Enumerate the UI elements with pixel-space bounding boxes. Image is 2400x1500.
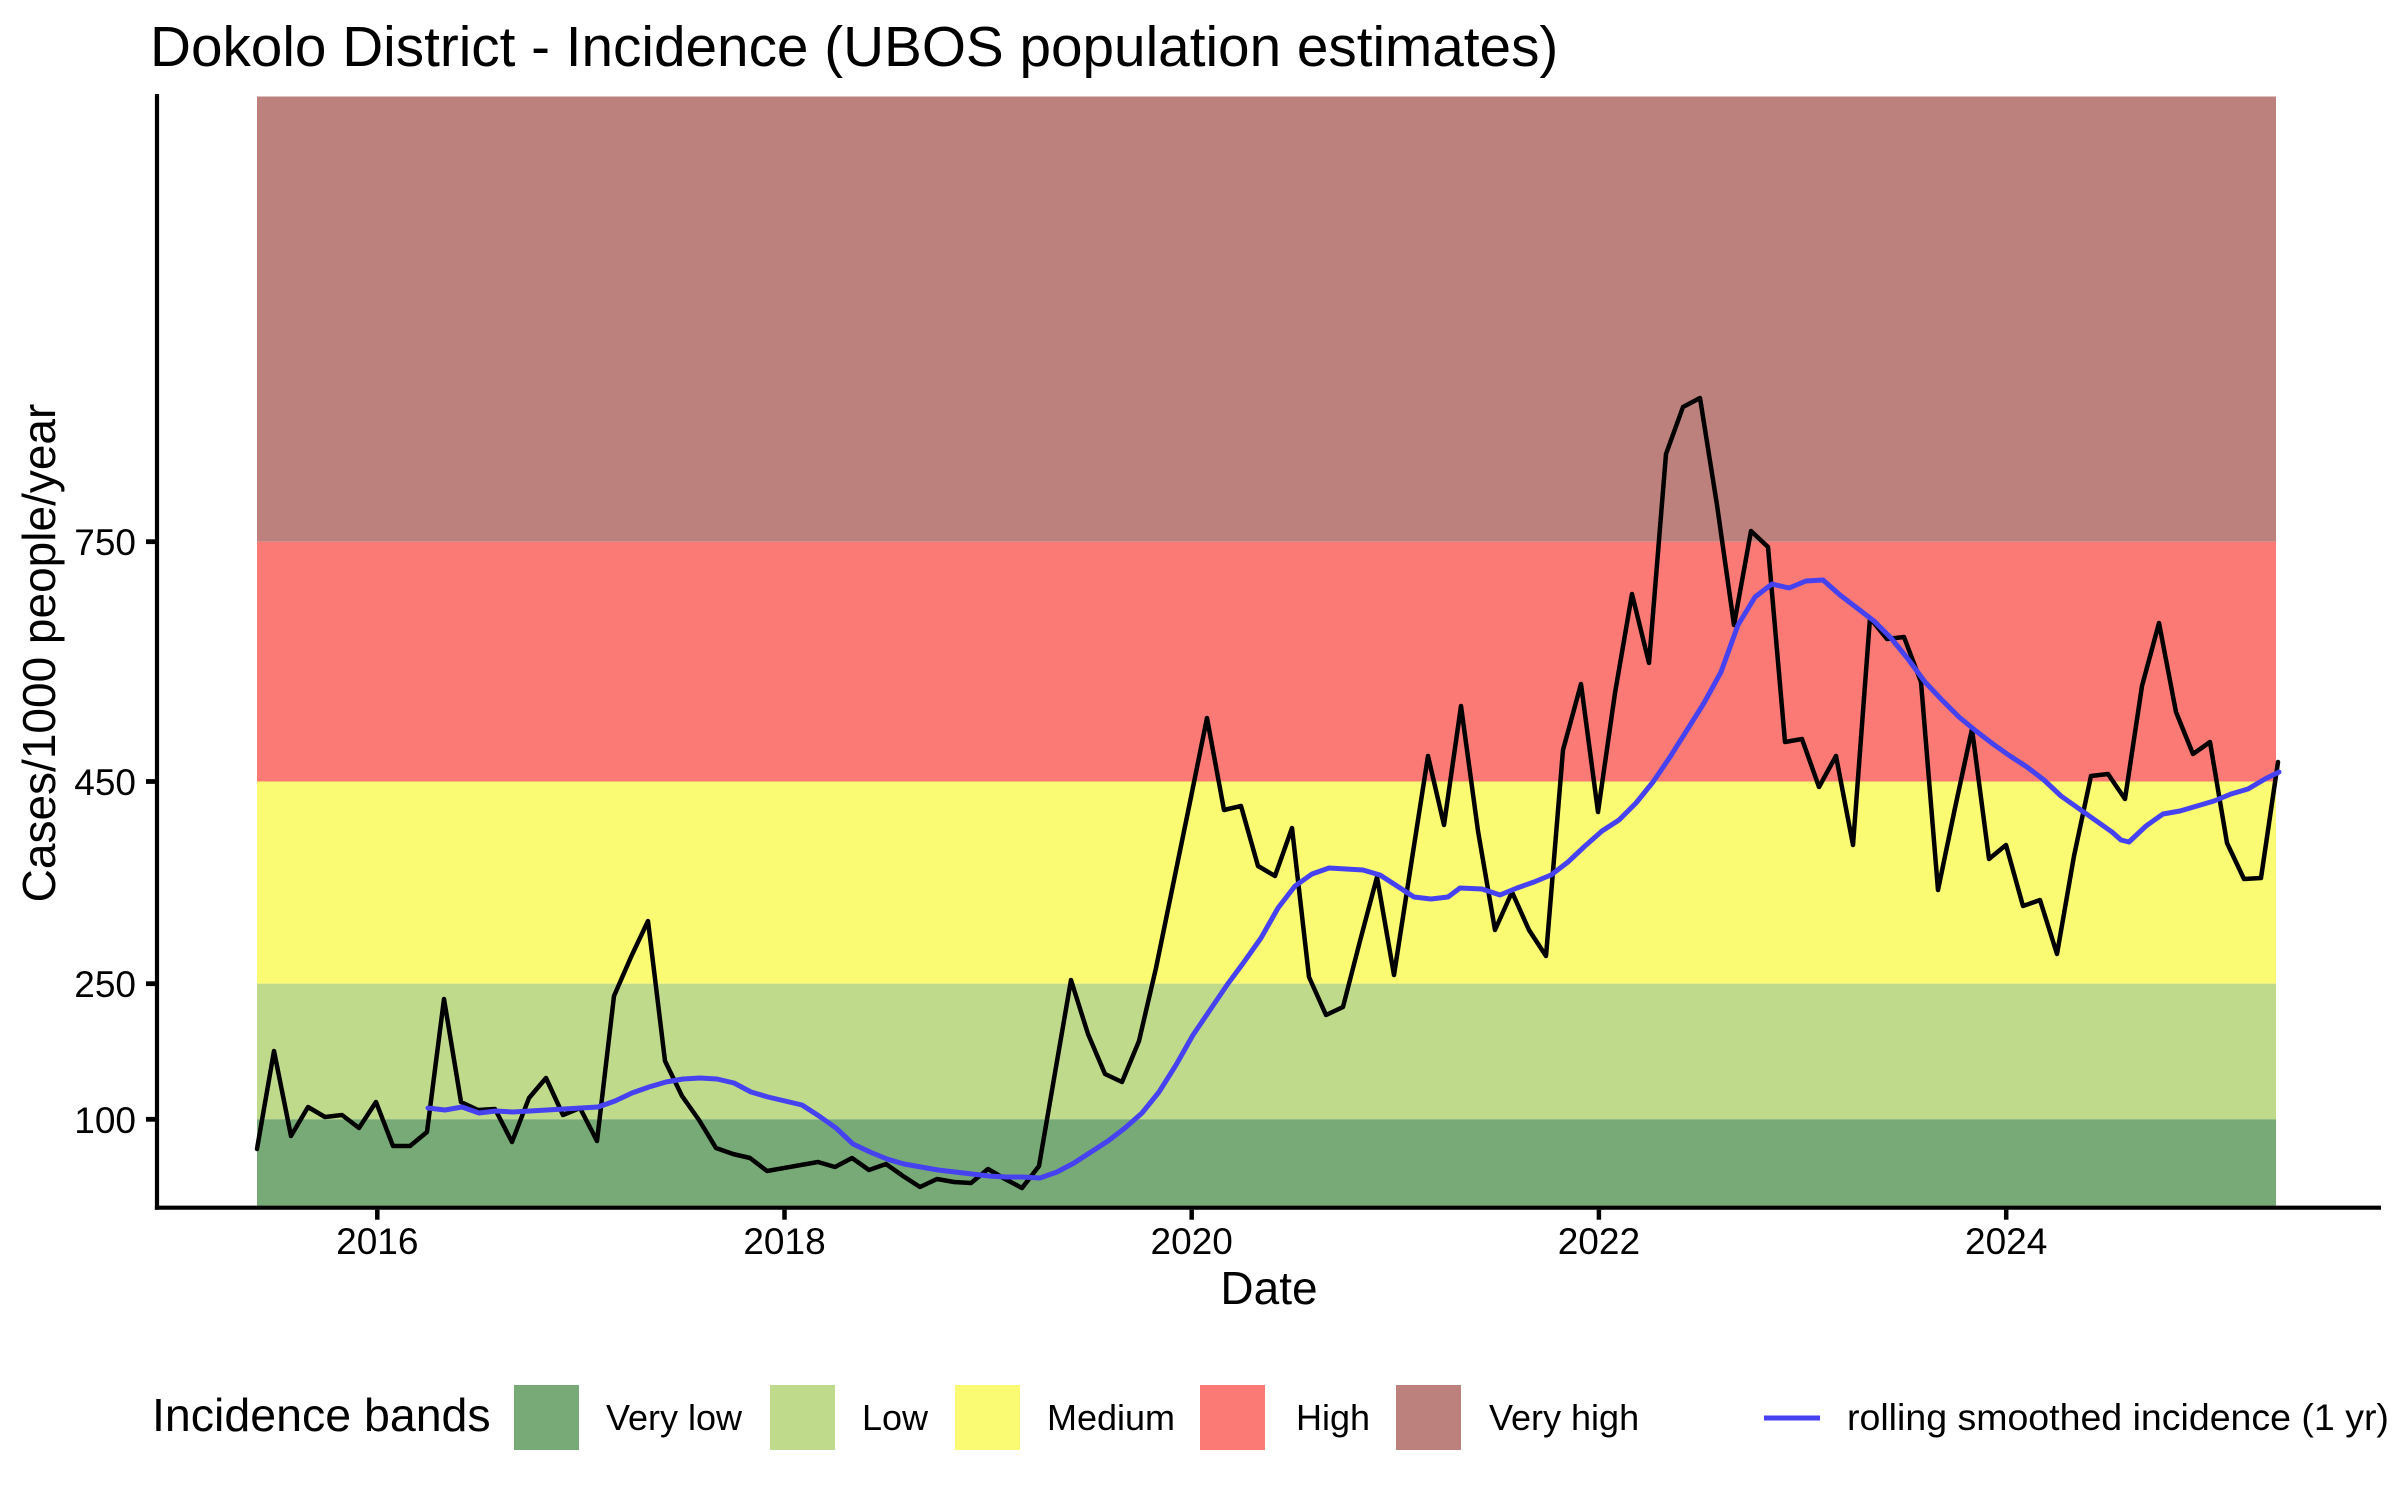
svg-text:High: High	[1296, 1397, 1370, 1438]
svg-text:750: 750	[74, 522, 136, 563]
svg-text:2018: 2018	[743, 1221, 825, 1262]
svg-text:450: 450	[74, 762, 136, 803]
svg-text:rolling smoothed incidence (1: rolling smoothed incidence (1 yr)	[1847, 1396, 2389, 1438]
svg-text:Date: Date	[1220, 1262, 1317, 1314]
svg-text:Very high: Very high	[1489, 1397, 1639, 1438]
svg-text:2016: 2016	[336, 1221, 418, 1262]
svg-text:250: 250	[74, 964, 136, 1005]
svg-text:Dokolo District - Incidence (U: Dokolo District - Incidence (UBOS popula…	[150, 16, 1558, 79]
svg-text:Incidence bands: Incidence bands	[152, 1389, 491, 1441]
svg-text:Very low: Very low	[606, 1397, 743, 1438]
svg-text:2022: 2022	[1558, 1221, 1640, 1262]
svg-text:Low: Low	[862, 1397, 929, 1438]
svg-text:2020: 2020	[1151, 1221, 1233, 1262]
svg-text:Medium: Medium	[1047, 1397, 1175, 1438]
svg-text:100: 100	[74, 1100, 136, 1141]
svg-text:2024: 2024	[1965, 1221, 2047, 1262]
svg-text:Cases/1000 people/year: Cases/1000 people/year	[13, 404, 65, 903]
